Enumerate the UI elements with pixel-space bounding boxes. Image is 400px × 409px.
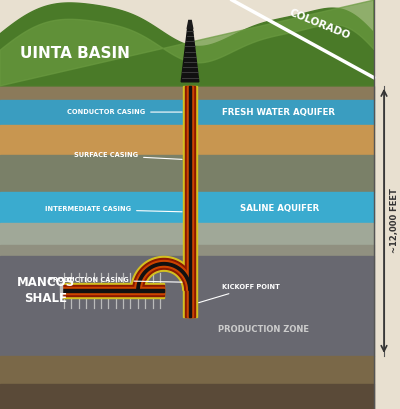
Bar — [0, 155, 374, 192]
Bar — [183, 86, 197, 317]
Text: CONDUCTOR CASING: CONDUCTOR CASING — [67, 109, 182, 115]
Text: MANCOS
SHALE: MANCOS SHALE — [17, 276, 75, 305]
Bar — [0, 100, 374, 125]
Polygon shape — [0, 0, 374, 86]
Bar — [60, 283, 62, 298]
Polygon shape — [131, 256, 197, 290]
Text: UINTA BASIN: UINTA BASIN — [20, 46, 130, 61]
Bar — [0, 256, 374, 356]
Bar — [0, 125, 374, 155]
Polygon shape — [181, 29, 199, 82]
Bar — [0, 86, 374, 100]
Bar — [185, 86, 195, 317]
Text: SURFACE CASING: SURFACE CASING — [74, 153, 182, 160]
Bar — [0, 245, 374, 256]
Bar — [62, 287, 164, 294]
Bar — [62, 283, 164, 298]
Bar — [62, 285, 164, 296]
Bar — [0, 356, 374, 384]
Text: KICKOFF POINT: KICKOFF POINT — [199, 284, 280, 303]
Polygon shape — [137, 263, 191, 290]
Text: COLORADO: COLORADO — [288, 8, 352, 41]
Bar — [62, 289, 164, 292]
Bar — [189, 86, 191, 317]
Bar — [0, 223, 374, 245]
Bar — [0, 192, 374, 223]
Text: PRODUCTION CASING: PRODUCTION CASING — [48, 277, 182, 283]
Text: ~12,000 FEET: ~12,000 FEET — [390, 189, 398, 253]
Bar — [0, 384, 374, 409]
Text: FRESH WATER AQUIFER: FRESH WATER AQUIFER — [222, 108, 334, 117]
Text: INTERMEDIATE CASING: INTERMEDIATE CASING — [45, 207, 182, 212]
Bar — [187, 86, 193, 317]
Polygon shape — [133, 258, 195, 290]
Text: PRODUCTION ZONE: PRODUCTION ZONE — [218, 325, 310, 334]
Polygon shape — [0, 0, 374, 86]
Polygon shape — [135, 261, 193, 290]
Text: SALINE AQUIFER: SALINE AQUIFER — [240, 204, 320, 213]
Polygon shape — [187, 20, 193, 29]
